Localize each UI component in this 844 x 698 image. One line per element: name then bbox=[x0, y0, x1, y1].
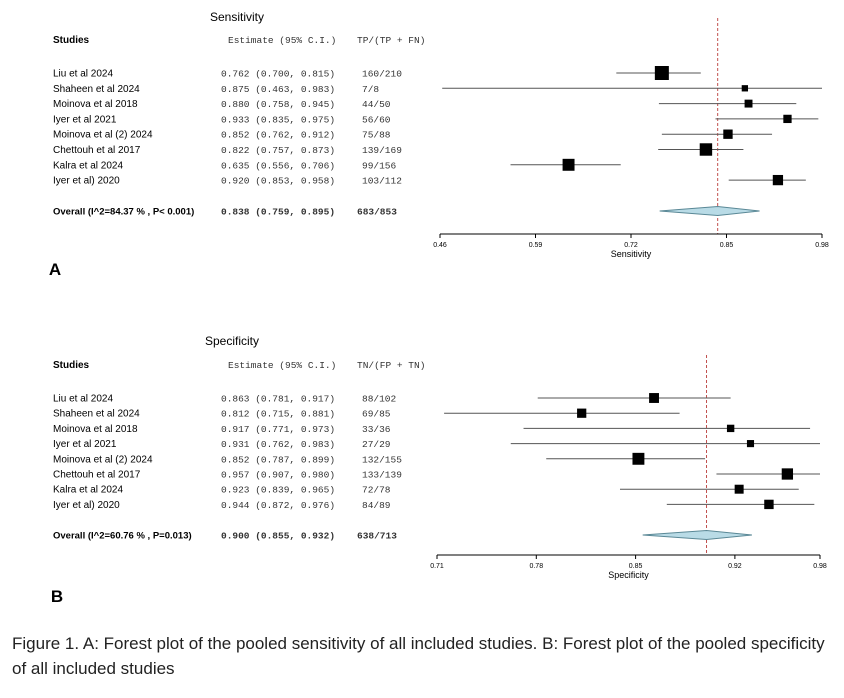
panel-a-study-name: Moinova et al (2) 2024 bbox=[53, 130, 153, 141]
panel-b-point-box bbox=[632, 452, 645, 465]
panel-b-point-box bbox=[649, 393, 659, 403]
panel-b-study-estimate: 0.917 (0.771, 0.973) bbox=[221, 424, 335, 435]
panel-b-tick-label: 0.92 bbox=[728, 563, 742, 570]
panel-b-study-name: Moinova et al (2) 2024 bbox=[53, 454, 153, 465]
panel-a-tick-label: 0.85 bbox=[720, 242, 734, 249]
panel-b-overall-estimate: 0.900 (0.855, 0.932) bbox=[221, 531, 335, 542]
panel-b-study-estimate: 0.852 (0.787, 0.899) bbox=[221, 454, 335, 465]
panel-a-study-ratio: 99/156 bbox=[362, 160, 397, 171]
panel-b-overall-label: Overall (I^2=60.76 % , P=0.013) bbox=[53, 531, 192, 542]
panel-b-tick-label: 0.98 bbox=[813, 563, 827, 570]
panel-a-point-box bbox=[654, 66, 669, 80]
panel-a-overall-diamond bbox=[659, 205, 760, 217]
panel-a-tick-label: 0.98 bbox=[815, 242, 829, 249]
panel-a-letter-label: A bbox=[49, 260, 61, 279]
panel-a-study-name: Iyer et al 2021 bbox=[53, 114, 117, 125]
panel-b-study-estimate: 0.931 (0.762, 0.983) bbox=[221, 439, 335, 450]
panel-a-study-ratio: 7/8 bbox=[362, 84, 379, 95]
panel-b-study-ratio: 133/139 bbox=[362, 470, 402, 481]
panel-a-study-ratio: 56/60 bbox=[362, 114, 391, 125]
panel-a-overall-ratio: 683/853 bbox=[357, 207, 397, 218]
panel-b-overall-diamond bbox=[642, 529, 752, 541]
panel-a-study-name: Moinova et al 2018 bbox=[53, 99, 138, 110]
panel-a-study-estimate: 0.933 (0.835, 0.975) bbox=[221, 114, 335, 125]
panel-b-point-box bbox=[746, 440, 755, 448]
panel-a-study-estimate: 0.822 (0.757, 0.873) bbox=[221, 145, 335, 156]
panel-b-point-box bbox=[734, 484, 744, 494]
panel-a-overall-label: Overall (I^2=84.37 % , P< 0.001) bbox=[53, 207, 194, 218]
panel-b-study-name: Chettouh et al 2017 bbox=[53, 470, 141, 481]
panel-a-study-estimate: 0.635 (0.556, 0.706) bbox=[221, 160, 335, 171]
panel-b-study-name: Moinova et al 2018 bbox=[53, 424, 138, 435]
panel-b-tick-label: 0.71 bbox=[430, 563, 444, 570]
panel-b-study-ratio: 72/78 bbox=[362, 485, 391, 496]
panel-a-study-ratio: 103/112 bbox=[362, 176, 402, 187]
panel-a-study-estimate: 0.875 (0.463, 0.983) bbox=[221, 84, 335, 95]
panel-a-study-name: Iyer et al) 2020 bbox=[53, 176, 120, 187]
panel-a-study-ratio: 44/50 bbox=[362, 99, 391, 110]
forest-plot-figure: Sensitivity Studies Estimate (95% C.I.) TP/… bbox=[49, 10, 829, 606]
panel-a-point-box bbox=[723, 129, 733, 139]
panel-b-study-ratio: 27/29 bbox=[362, 439, 391, 450]
panel-b-study-name: Kalra et al 2024 bbox=[53, 485, 123, 496]
figure-caption: Figure 1. A: Forest plot of the pooled s… bbox=[12, 634, 825, 678]
panel-a-header-studies: Studies bbox=[53, 35, 90, 46]
panel-b-point-box bbox=[781, 468, 794, 480]
panel-b-point-box bbox=[726, 424, 735, 433]
panel-a-study-name: Shaheen et al 2024 bbox=[53, 84, 140, 95]
panel-b-study-estimate: 0.944 (0.872, 0.976) bbox=[221, 500, 335, 511]
panel-a-tick-label: 0.59 bbox=[529, 242, 543, 249]
panel-b-study-estimate: 0.812 (0.715, 0.881) bbox=[221, 409, 335, 420]
panel-b-overall-ratio: 638/713 bbox=[357, 531, 397, 542]
panel-a-study-ratio: 160/210 bbox=[362, 69, 402, 80]
panel-a-study-estimate: 0.920 (0.853, 0.958) bbox=[221, 176, 335, 187]
panel-a-point-box bbox=[699, 143, 713, 156]
panel-a-point-box bbox=[744, 99, 753, 108]
panel-a-point-box bbox=[783, 114, 792, 124]
panel-b-study-name: Liu et al 2024 bbox=[53, 394, 113, 405]
panel-a-point-box bbox=[741, 85, 749, 92]
panel-b-letter-label: B bbox=[51, 587, 63, 606]
panel-a-title: Sensitivity bbox=[210, 10, 264, 24]
panel-a-study-name: Liu et al 2024 bbox=[53, 69, 113, 80]
panel-a-study-ratio: 75/88 bbox=[362, 130, 391, 141]
panel-a-header-ratio: TP/(TP + FN) bbox=[357, 35, 425, 46]
panel-a-x-axis-label: Sensitivity bbox=[611, 249, 652, 259]
panel-b-tick-label: 0.78 bbox=[529, 563, 543, 570]
panel-b-study-estimate: 0.863 (0.781, 0.917) bbox=[221, 394, 335, 405]
panel-b-point-box bbox=[764, 499, 774, 510]
panel-a-study-estimate: 0.762 (0.700, 0.815) bbox=[221, 69, 335, 80]
panel-b-study-name: Iyer et al 2021 bbox=[53, 439, 117, 450]
panel-b-study-ratio: 84/89 bbox=[362, 500, 391, 511]
panel-b-title: Specificity bbox=[205, 334, 259, 348]
panel-b-header-estimate: Estimate (95% C.I.) bbox=[228, 360, 336, 371]
panel-b-header-studies: Studies bbox=[53, 360, 90, 371]
panel-a-study-ratio: 139/169 bbox=[362, 145, 402, 156]
panel-b-study-name: Iyer et al) 2020 bbox=[53, 500, 120, 511]
panel-b-study-estimate: 0.923 (0.839, 0.965) bbox=[221, 485, 335, 496]
panel-a-overall-estimate: 0.838 (0.759, 0.895) bbox=[221, 207, 335, 218]
panel-b-study-ratio: 33/36 bbox=[362, 424, 391, 435]
panel-b-study-ratio: 132/155 bbox=[362, 454, 402, 465]
panel-a-tick-label: 0.72 bbox=[624, 242, 638, 249]
panel-a-study-name: Chettouh et al 2017 bbox=[53, 145, 141, 156]
panel-b-x-axis-label: Specificity bbox=[608, 570, 649, 580]
panel-b-study-name: Shaheen et al 2024 bbox=[53, 409, 140, 420]
panel-a-point-box bbox=[562, 158, 575, 171]
panel-b-tick-label: 0.85 bbox=[629, 563, 643, 570]
panel-b-study-ratio: 88/102 bbox=[362, 394, 397, 405]
panel-b-study-ratio: 69/85 bbox=[362, 409, 391, 420]
panel-b-header-ratio: TN/(FP + TN) bbox=[357, 360, 425, 371]
panel-b-study-estimate: 0.957 (0.907, 0.980) bbox=[221, 470, 335, 481]
panel-a-tick-label: 0.46 bbox=[433, 242, 447, 249]
panel-b-point-box bbox=[577, 408, 587, 418]
panel-a-study-estimate: 0.852 (0.762, 0.912) bbox=[221, 130, 335, 141]
panel-a-study-estimate: 0.880 (0.758, 0.945) bbox=[221, 99, 335, 110]
panel-a-study-name: Kalra et al 2024 bbox=[53, 160, 123, 171]
panel-a-point-box bbox=[772, 174, 784, 186]
panel-a-header-estimate: Estimate (95% C.I.) bbox=[228, 35, 336, 46]
